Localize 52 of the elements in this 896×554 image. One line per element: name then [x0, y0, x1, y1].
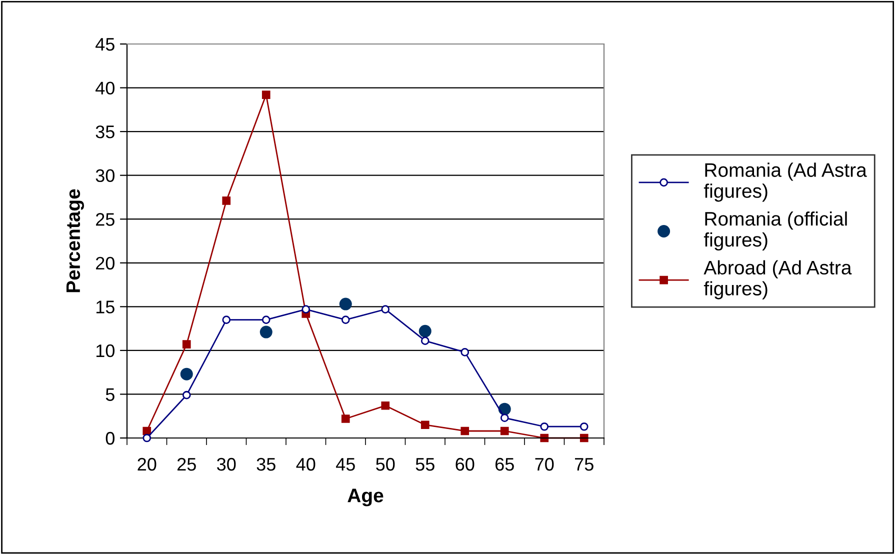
y-axis-title: Percentage	[66, 189, 84, 292]
x-tick-label: 35	[256, 458, 276, 471]
point	[460, 348, 470, 356]
point	[580, 422, 588, 431]
point	[182, 390, 191, 400]
x-tick-label: 55	[416, 458, 434, 471]
x-tick-label: 75	[575, 458, 594, 471]
point	[262, 90, 270, 99]
point	[339, 298, 352, 310]
point	[381, 401, 390, 410]
point	[222, 316, 231, 324]
legend-label: Romania (official figures)	[704, 211, 847, 251]
legend-label: Romania (Ad Astra figures)	[704, 162, 867, 202]
legend-label: Abroad (Ad Astra figures)	[704, 260, 852, 300]
point	[260, 326, 272, 338]
x-tick-label: 50	[376, 458, 395, 471]
x-axis-title: Age	[348, 488, 384, 506]
x-tick-label: 20	[138, 458, 156, 471]
point	[500, 426, 509, 436]
y-tick-label: 35	[96, 125, 114, 138]
point	[341, 414, 350, 423]
point	[180, 368, 193, 380]
x-tick-label: 65	[496, 458, 514, 471]
point	[540, 422, 549, 431]
x-tick-label: 70	[535, 458, 554, 471]
y-tick-label: 25	[96, 213, 114, 226]
x-tick-label: 45	[336, 458, 355, 471]
point	[222, 196, 231, 205]
point	[420, 336, 430, 345]
point	[262, 316, 270, 324]
y-tick-label: 45	[96, 38, 114, 51]
y-tick-label: 0	[106, 432, 114, 445]
point	[142, 434, 152, 442]
point	[142, 426, 152, 436]
y-tick-label: 30	[96, 169, 114, 182]
x-tick-label: 25	[177, 458, 196, 471]
y-tick-label: 15	[96, 300, 114, 314]
point	[420, 420, 430, 430]
y-tick-label: 40	[96, 82, 114, 94]
y-tick-label: 5	[106, 388, 114, 401]
point	[500, 414, 509, 422]
y-tick-label: 20	[96, 256, 114, 270]
x-tick-label: 60	[456, 458, 474, 471]
point	[381, 305, 390, 314]
x-tick-label: 30	[217, 458, 236, 471]
point	[418, 324, 432, 338]
x-tick-label: 40	[296, 458, 316, 471]
point	[182, 340, 191, 348]
point	[302, 305, 310, 314]
point	[341, 316, 350, 324]
point	[460, 426, 470, 436]
y-tick-label: 10	[96, 344, 114, 358]
